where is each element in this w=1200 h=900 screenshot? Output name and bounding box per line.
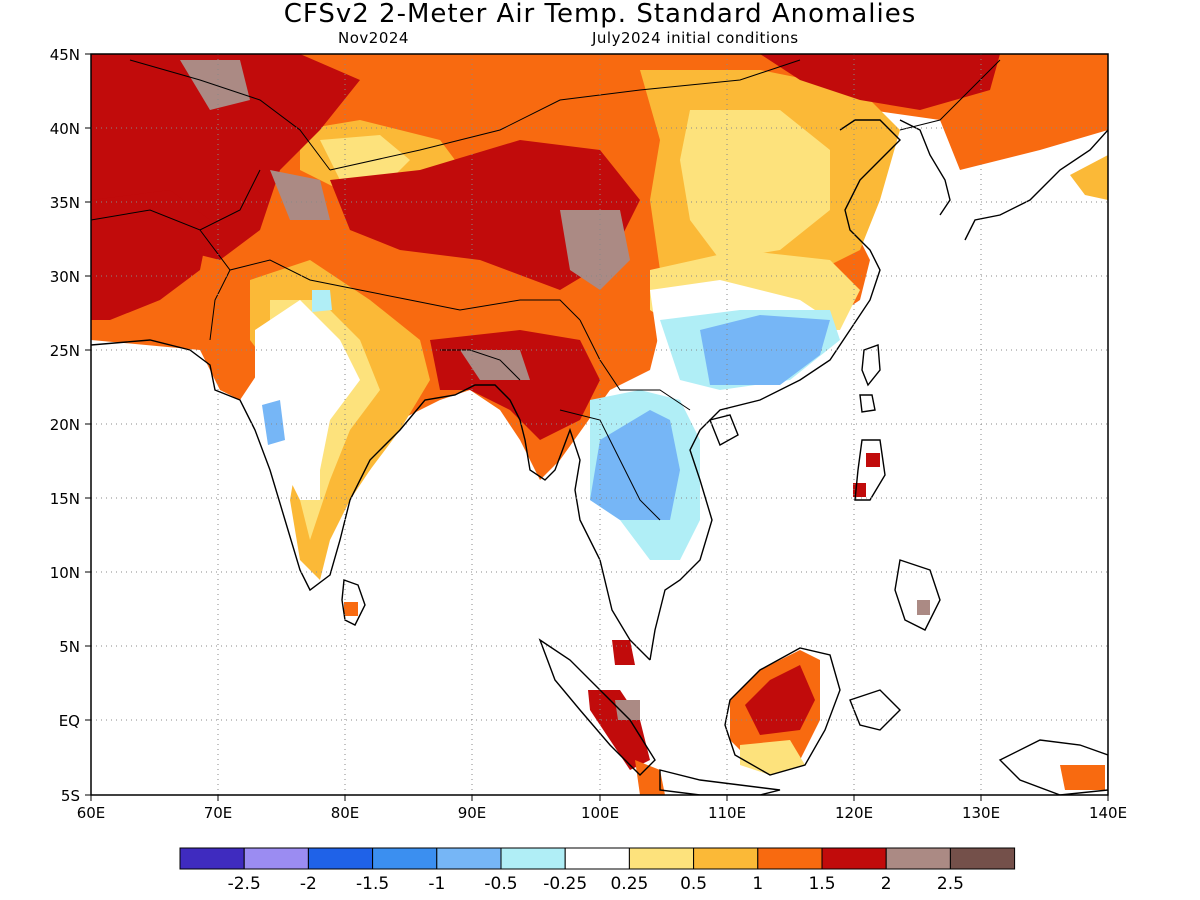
gridlines — [91, 54, 1108, 795]
dark-red-malaya — [612, 640, 635, 665]
color-legend-labels: -2.5 -2 -1.5 -1 -0.5 -0.25 0.25 0.5 1 1.5 2 2.5 — [228, 874, 964, 894]
legend-swatch — [693, 847, 759, 870]
y-tick-label: 40N — [50, 120, 80, 138]
orange-java — [635, 760, 665, 795]
yellow-borneo — [740, 740, 805, 775]
x-axis-labels: 60E 70E 80E 90E 100E 110E 120E 130E 140E — [77, 804, 1127, 822]
y-tick-label: 5N — [59, 638, 80, 656]
x-tick-label: 100E — [581, 804, 619, 822]
legend-label: -1.5 — [356, 874, 389, 894]
x-tick-label: 110E — [708, 804, 746, 822]
legend-swatch — [821, 847, 887, 870]
forecast-month: Nov2024 — [338, 29, 409, 47]
anomaly-fill-layer — [91, 54, 1108, 795]
orange-sri-lanka — [344, 602, 358, 616]
mauve-tibet — [560, 210, 630, 290]
orange-japan — [1070, 155, 1108, 200]
y-tick-label: 10N — [50, 564, 80, 582]
tick-marks — [85, 53, 1109, 801]
cool-blue-indochina — [590, 410, 680, 520]
legend-swatch — [564, 847, 630, 870]
legend-label: -0.5 — [484, 874, 517, 894]
legend-swatch — [372, 847, 438, 870]
legend-swatch — [436, 847, 502, 870]
x-tick-label: 120E — [835, 804, 873, 822]
legend-swatch — [628, 847, 695, 870]
dark-red-northeast — [760, 54, 1000, 110]
y-tick-label: 5S — [61, 787, 80, 805]
y-axis-labels: 45N 40N 35N 30N 25N 20N 15N 10N 5N EQ 5S — [50, 46, 80, 805]
x-tick-label: 140E — [1089, 804, 1127, 822]
legend-label: 2 — [881, 874, 892, 894]
legend-label: -2 — [300, 874, 317, 894]
orange-new-guinea — [1060, 765, 1105, 790]
legend-label: -2.5 — [228, 874, 261, 894]
legend-label: 0.25 — [610, 874, 648, 894]
x-tick-label: 80E — [331, 804, 360, 822]
x-tick-label: 60E — [77, 804, 106, 822]
dark-red-tibet — [330, 140, 640, 290]
y-tick-label: 45N — [50, 46, 80, 64]
yellow-mongolia — [320, 135, 410, 180]
legend-swatch — [307, 847, 374, 870]
map-title: CFSv2 2-Meter Air Temp. Standard Anomali… — [283, 0, 917, 29]
country-borders — [91, 59, 1001, 521]
legend-swatch — [949, 847, 1016, 870]
y-tick-label: 30N — [50, 268, 80, 286]
dark-red-sumatra — [588, 690, 650, 770]
cool-blue-south-china — [700, 315, 830, 385]
y-tick-label: 25N — [50, 342, 80, 360]
x-tick-label: 90E — [458, 804, 487, 822]
cool-blue-india — [262, 400, 285, 445]
x-tick-label: 70E — [204, 804, 233, 822]
mauve-mindanao — [917, 600, 930, 615]
light-cyan-india — [312, 290, 332, 312]
legend-label: 1.5 — [808, 874, 835, 894]
legend-swatch — [500, 847, 566, 870]
legend-label: 0.5 — [680, 874, 707, 894]
dark-red-borneo — [745, 665, 815, 735]
y-tick-label: EQ — [59, 712, 80, 730]
legend-swatch — [757, 847, 823, 870]
legend-label: -0.25 — [543, 874, 587, 894]
mauve-kashmir — [270, 170, 330, 220]
y-tick-label: 35N — [50, 194, 80, 212]
legend-label: 2.5 — [937, 874, 964, 894]
yellow-north-china — [680, 110, 830, 260]
y-tick-label: 20N — [50, 416, 80, 434]
color-legend — [179, 847, 1016, 870]
dark-red-luzon — [853, 453, 880, 497]
coastlines — [91, 119, 1108, 795]
initial-conditions: July2024 initial conditions — [592, 29, 799, 47]
legend-label: 1 — [752, 874, 763, 894]
mauve-sumatra — [615, 700, 640, 720]
legend-swatch — [179, 847, 245, 870]
x-tick-label: 130E — [962, 804, 1000, 822]
legend-swatch — [243, 847, 309, 870]
y-tick-label: 15N — [50, 490, 80, 508]
legend-swatch — [885, 847, 951, 870]
legend-label: -1 — [428, 874, 445, 894]
